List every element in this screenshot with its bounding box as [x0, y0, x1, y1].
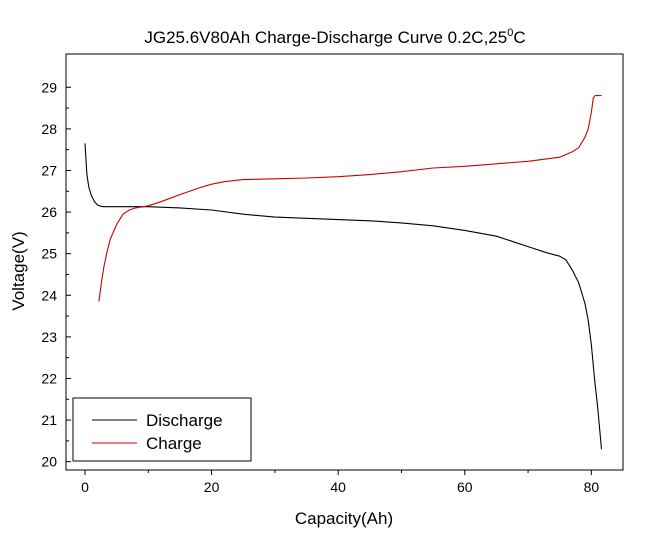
- legend-label-charge: Charge: [146, 434, 202, 453]
- y-tick-label: 21: [41, 412, 57, 428]
- x-tick-label: 60: [457, 479, 473, 495]
- x-tick-label: 0: [81, 479, 89, 495]
- series-line-charge: [98, 95, 602, 302]
- y-tick-label: 26: [41, 204, 57, 220]
- y-tick-label: 22: [41, 370, 57, 386]
- y-tick-label: 23: [41, 329, 57, 345]
- y-tick-label: 25: [41, 246, 57, 262]
- x-tick-label: 80: [584, 479, 600, 495]
- y-axis: 20 21 22 23 24 25 26 27 28 29: [41, 79, 71, 470]
- y-tick-label: 28: [41, 121, 57, 137]
- x-tick-label: 40: [330, 479, 346, 495]
- legend-label-discharge: Discharge: [146, 411, 223, 430]
- legend-box: [72, 397, 252, 462]
- y-tick-label: 20: [41, 454, 57, 470]
- x-tick-label: 20: [204, 479, 220, 495]
- x-axis: 0 20 40 60 80: [81, 470, 599, 495]
- x-axis-title: Capacity(Ah): [295, 509, 393, 528]
- series-line-discharge: [84, 143, 603, 450]
- y-tick-label: 27: [41, 162, 57, 178]
- legend: Discharge Charge: [72, 397, 252, 462]
- y-tick-label: 24: [41, 287, 57, 303]
- y-tick-label: 29: [41, 79, 57, 95]
- series-layer: [84, 95, 603, 450]
- chart-title: JG25.6V80Ah Charge-Discharge Curve 0.2C,…: [144, 27, 525, 47]
- plot-area: [65, 53, 624, 471]
- y-axis-title: Voltage(V): [9, 231, 28, 310]
